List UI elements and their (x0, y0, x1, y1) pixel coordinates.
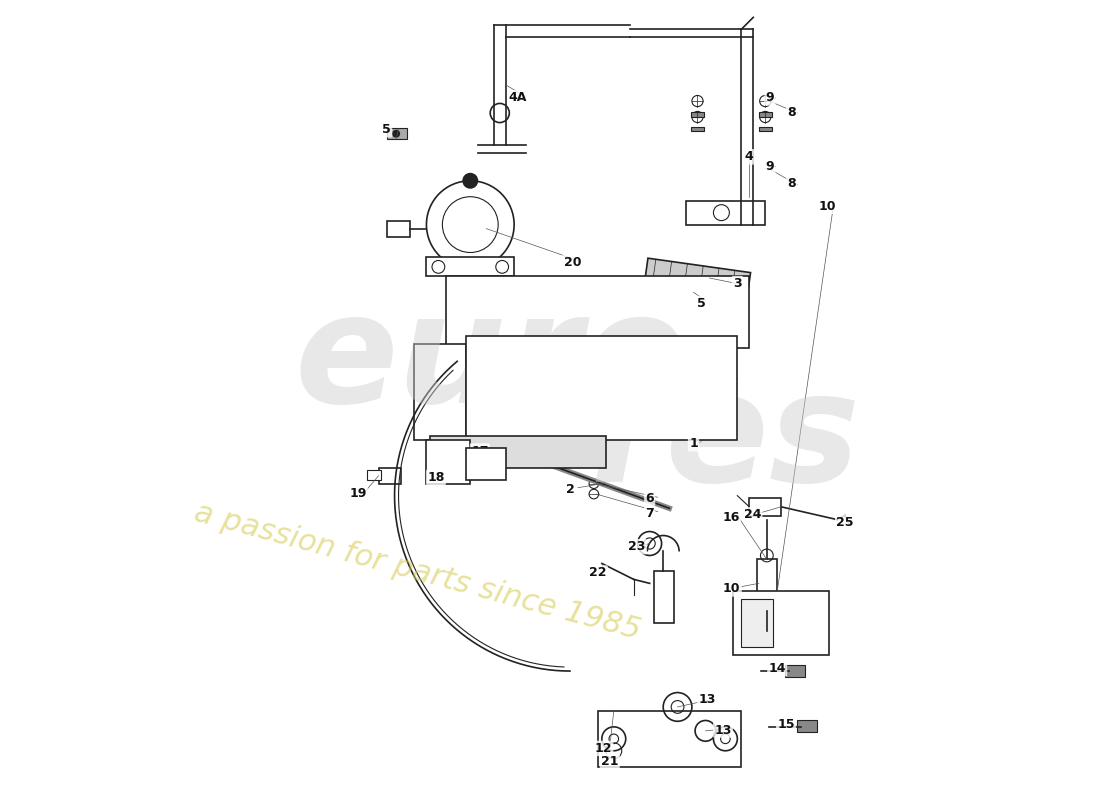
Text: 3: 3 (733, 277, 741, 290)
Text: 16: 16 (723, 510, 739, 524)
Text: 23: 23 (628, 540, 646, 553)
Circle shape (459, 288, 466, 296)
Bar (741, 599, 773, 647)
Text: res: res (590, 366, 860, 514)
Text: 13: 13 (698, 694, 716, 706)
Bar (597, 711, 741, 766)
Text: 10: 10 (818, 200, 836, 213)
Text: 7: 7 (646, 506, 654, 520)
Text: 24: 24 (744, 508, 761, 522)
Text: 15: 15 (778, 718, 794, 731)
Bar (386, 128, 407, 138)
Circle shape (392, 130, 400, 138)
Text: 9: 9 (766, 160, 774, 173)
Bar (430, 436, 606, 468)
Text: 8: 8 (788, 177, 796, 190)
Text: a passion for parts since 1985: a passion for parts since 1985 (191, 498, 644, 645)
Circle shape (491, 288, 498, 296)
Text: 4A: 4A (509, 91, 527, 104)
Text: 2: 2 (565, 482, 574, 496)
Bar (366, 470, 381, 480)
Circle shape (462, 173, 478, 189)
Text: 1: 1 (689, 438, 697, 450)
Text: 18: 18 (427, 471, 444, 484)
Text: 20: 20 (563, 255, 581, 269)
Bar (759, 126, 771, 131)
Bar (653, 571, 673, 623)
Text: 25: 25 (836, 516, 854, 530)
Text: 19: 19 (349, 486, 366, 500)
Bar (447, 277, 749, 348)
Bar (749, 498, 781, 515)
Text: 5: 5 (697, 297, 706, 310)
Bar (734, 591, 829, 655)
Text: 8: 8 (788, 106, 796, 119)
Text: 14: 14 (769, 662, 786, 675)
Text: 6: 6 (646, 491, 654, 505)
Bar (386, 221, 410, 237)
Bar (759, 112, 771, 117)
Text: 22: 22 (590, 566, 606, 579)
Circle shape (474, 288, 482, 296)
Bar (415, 344, 466, 440)
Bar (434, 456, 454, 480)
Bar (427, 257, 514, 277)
Text: euro: euro (295, 286, 688, 434)
Bar (427, 440, 471, 484)
Bar (645, 258, 750, 298)
Text: 17: 17 (471, 445, 488, 458)
Bar (466, 336, 737, 440)
Bar (691, 112, 704, 117)
Bar (757, 559, 778, 611)
Text: 13: 13 (714, 723, 732, 737)
Bar (466, 448, 506, 480)
Text: 21: 21 (601, 755, 618, 769)
Text: 5: 5 (382, 123, 390, 136)
Text: 9: 9 (766, 91, 774, 104)
Bar (685, 201, 766, 225)
Text: 4: 4 (745, 150, 754, 163)
Bar (378, 468, 400, 484)
Text: 12: 12 (595, 742, 613, 755)
Bar (785, 665, 805, 677)
Bar (798, 721, 817, 733)
Bar (691, 126, 704, 131)
Text: 10: 10 (723, 582, 740, 595)
